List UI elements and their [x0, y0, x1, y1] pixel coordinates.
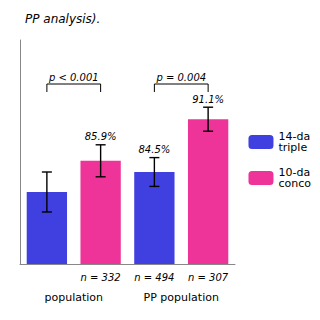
svg-text:p < 0.001: p < 0.001 [48, 72, 99, 83]
svg-text:population: population [44, 291, 103, 304]
svg-text:n = 307: n = 307 [188, 272, 229, 283]
svg-text:PP analysis).: PP analysis). [25, 12, 100, 26]
svg-text:84.5%: 84.5% [138, 144, 170, 155]
svg-text:PP population: PP population [144, 291, 219, 304]
svg-text:91.1%: 91.1% [192, 94, 224, 105]
svg-text:14-da: 14-da [278, 130, 311, 143]
svg-text:triple: triple [278, 141, 307, 154]
svg-text:p = 0.004: p = 0.004 [155, 72, 206, 83]
svg-text:n = 332: n = 332 [81, 272, 121, 283]
svg-text:conco: conco [278, 177, 311, 190]
svg-text:85.9%: 85.9% [85, 131, 117, 142]
svg-text:n = 494: n = 494 [134, 272, 174, 283]
svg-text:10-da: 10-da [278, 166, 311, 179]
